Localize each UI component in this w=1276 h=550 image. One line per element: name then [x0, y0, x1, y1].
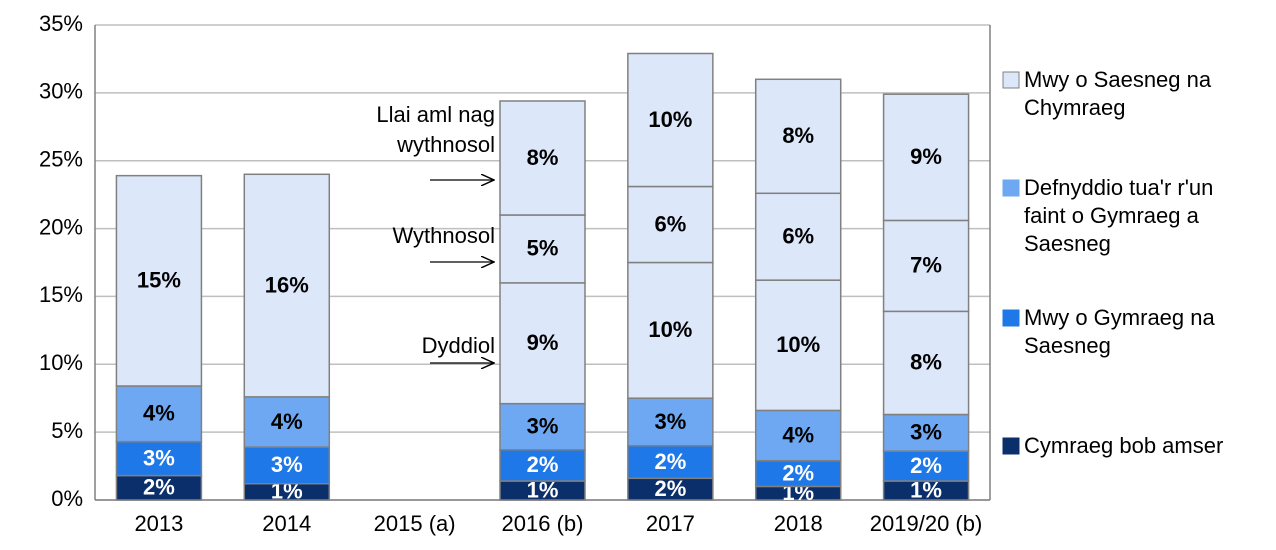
bar-segment — [882, 93, 970, 222]
bar-segment — [499, 282, 586, 405]
y-tick-label: 15% — [39, 282, 83, 307]
annotation: Llai aml nag wythnosol — [376, 102, 495, 157]
value-label: 16% — [265, 272, 309, 297]
bar-segment — [243, 446, 331, 485]
value-label: 6% — [782, 224, 814, 249]
legend-marker — [1002, 71, 1020, 89]
y-tick-label: 20% — [39, 214, 83, 239]
value-label: 9% — [527, 330, 559, 355]
annotation: Dyddiol — [421, 333, 495, 358]
value-label: 3% — [271, 452, 303, 477]
bar-segment — [499, 100, 586, 216]
x-tick-label: 2019/20 (b) — [870, 511, 983, 536]
value-label: 9% — [910, 144, 942, 169]
value-label: 6% — [654, 211, 686, 236]
bar-segment — [499, 449, 586, 482]
x-tick-label: 2014 — [262, 511, 311, 536]
bar-segment — [627, 397, 714, 447]
legend-label: Cymraeg bob amser — [1024, 433, 1224, 458]
bar-segment — [882, 413, 970, 452]
y-tick-label: 25% — [39, 147, 83, 172]
y-tick-label: 5% — [51, 418, 83, 443]
legend-label: Mwy o Saesneg na Chymraeg — [1024, 67, 1212, 120]
x-tick-label: 2018 — [774, 511, 823, 536]
value-label: 10% — [648, 317, 692, 342]
value-label: 2% — [143, 475, 175, 500]
x-tick-label: 2017 — [646, 511, 695, 536]
value-label: 10% — [776, 332, 820, 357]
x-tick-label: 2013 — [134, 511, 183, 536]
value-label: 2% — [654, 476, 686, 501]
legend-marker — [1002, 179, 1020, 197]
bar-segment — [627, 185, 714, 264]
value-label: 3% — [527, 414, 559, 439]
y-tick-label: 10% — [39, 350, 83, 375]
value-label: 15% — [137, 268, 181, 293]
bar-segment — [499, 214, 586, 284]
bar-segment — [754, 279, 842, 412]
bar-segment — [882, 310, 970, 416]
bar-segment — [115, 474, 203, 501]
value-label: 8% — [910, 350, 942, 375]
bar-segment — [754, 192, 842, 281]
legend-marker — [1002, 309, 1020, 327]
value-label: 10% — [648, 107, 692, 132]
legend-marker — [1002, 437, 1020, 455]
legend-label: Defnyddio tua'r r'un faint o Gymraeg a S… — [1024, 175, 1214, 256]
bar-segment — [115, 385, 203, 443]
bar-segment — [499, 402, 586, 451]
x-tick-label: 2016 (b) — [502, 511, 584, 536]
bar-segment — [754, 409, 842, 462]
value-label: 3% — [910, 420, 942, 445]
bar-segment — [754, 78, 842, 195]
value-label: 8% — [527, 145, 559, 170]
bar-segment — [115, 440, 203, 477]
x-tick-label: 2015 (a) — [374, 511, 456, 536]
value-label: 3% — [654, 409, 686, 434]
bar-segment — [627, 261, 714, 399]
value-label: 4% — [782, 422, 814, 447]
y-tick-label: 0% — [51, 486, 83, 511]
value-label: 2% — [782, 460, 814, 485]
y-tick-label: 35% — [39, 11, 83, 36]
bar-segment — [243, 173, 331, 398]
value-label: 4% — [143, 401, 175, 426]
value-label: 8% — [782, 123, 814, 148]
value-label: 7% — [910, 253, 942, 278]
legend-label: Mwy o Gymraeg na Saesneg — [1024, 305, 1215, 358]
bar-segment — [882, 219, 970, 313]
annotation: Wythnosol — [392, 223, 495, 248]
value-label: 3% — [143, 445, 175, 470]
value-label: 2% — [910, 453, 942, 478]
bar-segment — [627, 52, 714, 188]
bar-segment — [115, 174, 203, 387]
value-label: 5% — [527, 236, 559, 261]
y-tick-label: 30% — [39, 79, 83, 104]
value-label: 4% — [271, 409, 303, 434]
value-label: 2% — [527, 452, 559, 477]
value-label: 2% — [654, 449, 686, 474]
